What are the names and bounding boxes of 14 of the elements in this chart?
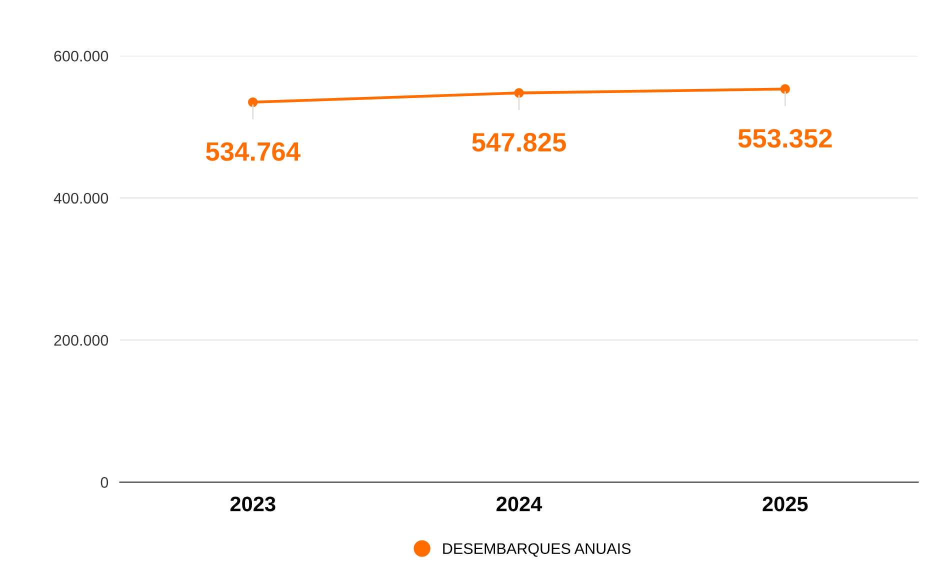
y-tick-label: 200.000 <box>54 334 108 346</box>
x-tick-label: 2025 <box>762 496 808 512</box>
point <box>514 88 524 98</box>
y-tick-label: 600.000 <box>54 50 108 62</box>
data-label: 547.825 <box>472 132 566 152</box>
point <box>248 97 258 108</box>
data-label: 534.764 <box>206 142 300 161</box>
point <box>780 84 790 94</box>
legend-label: DESEMBARQUES ANUAIS <box>443 543 631 557</box>
x-tick-label: 2024 <box>496 496 542 512</box>
y-tick-label: 400.000 <box>54 192 108 204</box>
data-label: 553.352 <box>738 128 832 148</box>
x-tick-label: 2023 <box>230 496 276 512</box>
y-tick-label: 0 <box>100 477 108 488</box>
